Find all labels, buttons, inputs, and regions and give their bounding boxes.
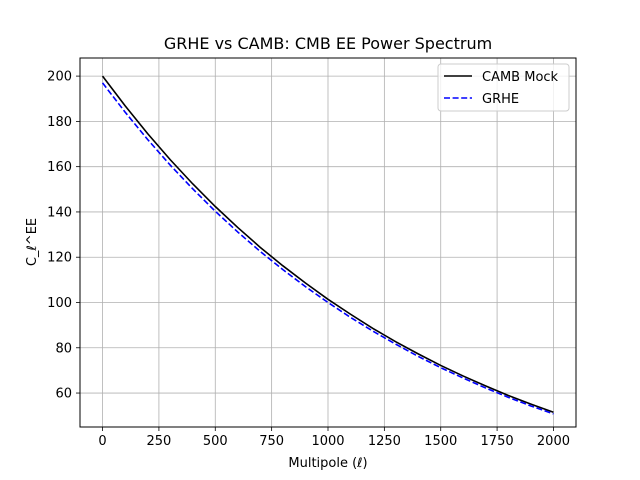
legend: CAMB Mock GRHE — [437, 63, 570, 112]
y-tick-label: 180 — [47, 115, 72, 130]
y-tick-label: 140 — [47, 205, 72, 220]
chart-title: GRHE vs CAMB: CMB EE Power Spectrum — [164, 34, 492, 53]
x-tick-label: 2000 — [537, 434, 570, 449]
x-tick-label: 750 — [259, 434, 284, 449]
legend-label: GRHE — [482, 92, 519, 107]
y-tick-label: 120 — [47, 251, 72, 266]
series-group — [101, 75, 554, 415]
x-tick-label: 1750 — [481, 434, 514, 449]
y-tick-label: 100 — [47, 296, 72, 311]
x-tick-label: 0 — [98, 434, 106, 449]
y-tick-label: 80 — [55, 341, 72, 356]
x-tick-label: 1500 — [424, 434, 457, 449]
x-tick-label: 500 — [203, 434, 228, 449]
y-axis-label: C_ℓ^EE — [25, 218, 40, 266]
series-line-camb-mock — [101, 75, 554, 414]
x-tick-label: 250 — [146, 434, 171, 449]
series-line-grhe — [101, 82, 554, 415]
y-tick-label: 200 — [47, 70, 72, 85]
ticks: 0 250 500 750 1000 1250 1500 1750 2000 60 80 100 120… — [47, 70, 570, 449]
legend-label: CAMB Mock — [482, 70, 559, 85]
x-tick-label: 1000 — [311, 434, 344, 449]
x-tick-label: 1250 — [368, 434, 401, 449]
y-tick-label: 160 — [47, 160, 72, 175]
y-tick-label: 60 — [55, 387, 72, 402]
grid — [80, 58, 576, 427]
x-axis-label: Multipole (ℓ) — [288, 456, 367, 471]
